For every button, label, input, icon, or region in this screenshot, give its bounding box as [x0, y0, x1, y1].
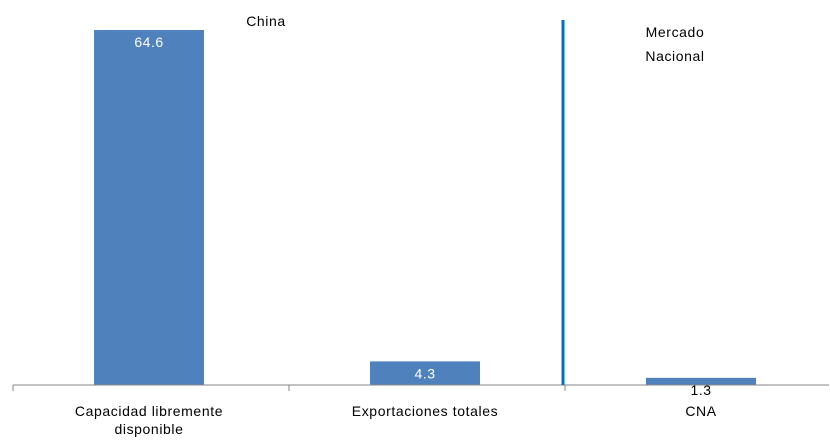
bar-1 [94, 30, 204, 385]
data-label-3: 1.3 [691, 382, 712, 398]
group-label-mercado-nacional: Mercado Nacional [645, 24, 704, 64]
category-label-2: Exportaciones totales [352, 403, 498, 419]
bar-3 [646, 377, 756, 385]
group-labels: China Mercado Nacional [246, 13, 704, 64]
x-axis-ticks [12, 385, 566, 391]
data-label-1: 64.6 [134, 34, 163, 50]
value-labels-layer: 64.6 4.3 1.3 [134, 34, 711, 398]
category-labels: Capacidad libremente disponible Exportacio… [75, 403, 716, 437]
group-label-china: China [246, 13, 286, 29]
bars-layer [94, 30, 756, 385]
bar-2 [370, 361, 480, 385]
data-label-2: 4.3 [415, 365, 436, 381]
category-label-1: Capacidad libremente disponible [75, 403, 223, 437]
category-label-3: CNA [685, 403, 716, 419]
